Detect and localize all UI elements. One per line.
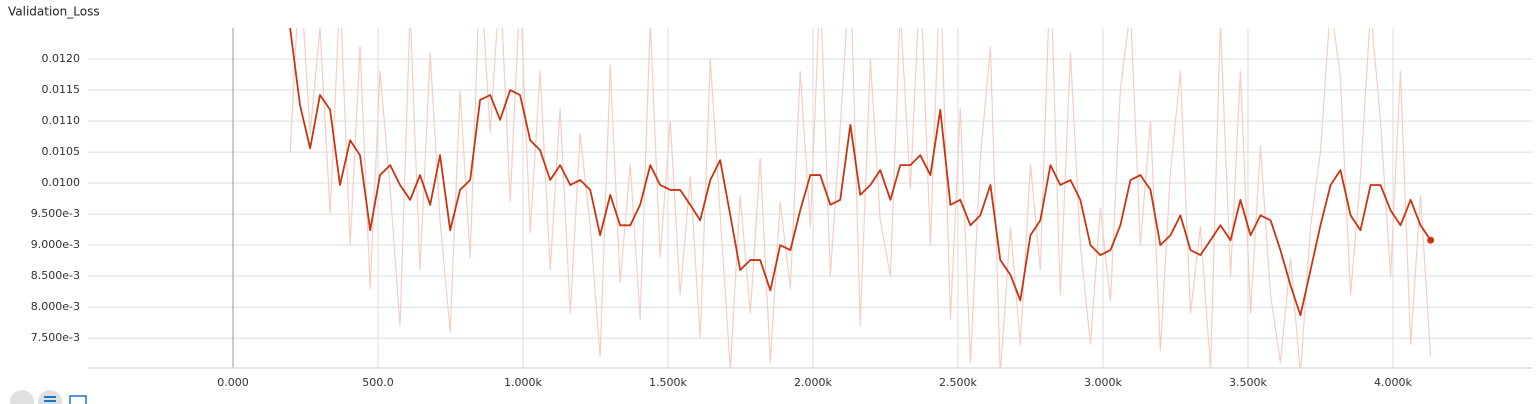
x-tick-label: 0.000 [217, 376, 249, 389]
smoothed-line [289, 28, 1432, 317]
y-tick-label: 0.0100 [42, 176, 81, 189]
end-point [1427, 236, 1435, 244]
y-tick-label: 0.0105 [42, 145, 81, 158]
y-tick-label: 0.0115 [42, 83, 81, 96]
y-tick-label: 8.000e-3 [31, 300, 80, 313]
grid [88, 28, 1533, 369]
x-tick-label: 3.500k [1229, 376, 1267, 389]
y-tick-label: 9.500e-3 [31, 207, 80, 220]
chart-title: Validation_Loss [8, 5, 100, 19]
x-tick-label: 500.0 [362, 376, 394, 389]
x-tick-label: 1.000k [504, 376, 542, 389]
y-tick-label: 0.0110 [42, 114, 81, 127]
x-tick-label: 3.000k [1084, 376, 1122, 389]
raw-line [289, 28, 1432, 368]
y-tick-label: 8.500e-3 [31, 269, 80, 282]
y-tick-label: 9.000e-3 [31, 238, 80, 251]
x-tick-label: 1.500k [649, 376, 687, 389]
x-tick-label: 2.000k [794, 376, 832, 389]
y-tick-label: 0.0120 [42, 52, 81, 65]
toolbar [10, 390, 87, 404]
y-tick-label: 7.500e-3 [31, 331, 80, 344]
expand-button[interactable] [69, 395, 87, 404]
x-tick-label: 2.500k [939, 376, 977, 389]
fit-domain-button[interactable] [10, 390, 34, 404]
plot-area [289, 28, 1432, 368]
x-tick-label: 4.000k [1374, 376, 1412, 389]
tick-labels: 7.500e-3 8.000e-3 8.500e-3 9.000e-3 9.500e-3… [31, 52, 1413, 389]
